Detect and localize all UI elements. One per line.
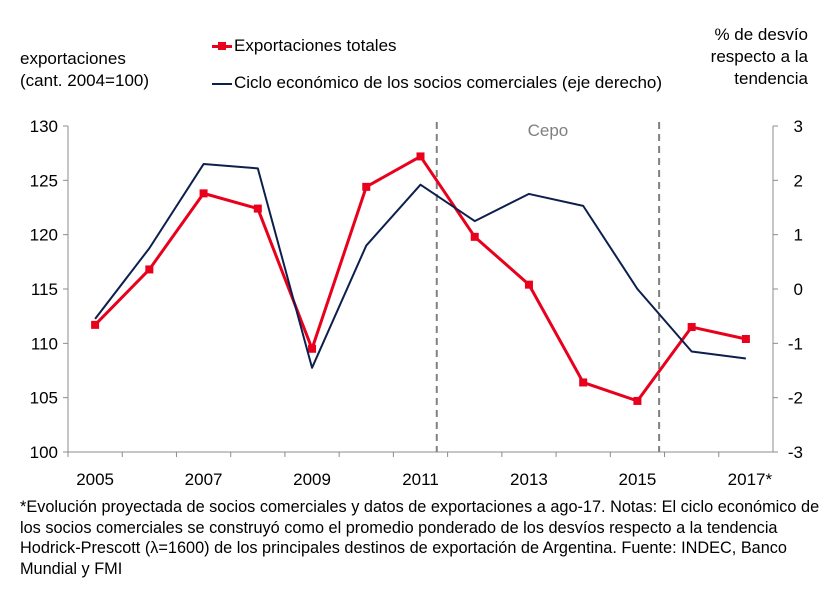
- y-right-tick-label: -3: [788, 443, 803, 462]
- y-left-tick-label: 115: [31, 280, 58, 299]
- legend-swatch-cycle: [212, 72, 232, 94]
- y-right-tick-label: -1: [788, 334, 803, 353]
- exports-data-point: [416, 152, 425, 161]
- annotation-layer: Cepo: [435, 121, 661, 452]
- left-axis-title: exportaciones (cant. 2004=100): [20, 48, 149, 92]
- x-tick-label: 2017*: [728, 470, 773, 489]
- exports-data-point: [524, 280, 533, 289]
- right-axis-title-line-1: % de desvío: [714, 25, 808, 44]
- y-right-tick-label: 0: [794, 280, 803, 299]
- left-axis-title-line-2: (cant. 2004=100): [20, 71, 150, 90]
- right-axis-title-line-3: tendencia: [734, 69, 808, 88]
- left-axis-title-line-1: exportaciones: [20, 49, 126, 68]
- period-label-cepo: Cepo: [528, 121, 569, 140]
- x-tick-label: 2015: [619, 470, 657, 489]
- exports-data-point: [145, 265, 154, 274]
- y-right-tick-label: 1: [794, 226, 803, 245]
- x-tick-label: 2009: [293, 470, 331, 489]
- legend-item-exports: Exportaciones totales: [212, 35, 397, 57]
- series-layer: [91, 152, 750, 405]
- legend-label-exports: Exportaciones totales: [234, 36, 397, 55]
- exports-data-point: [362, 182, 371, 191]
- ticks-layer: 100 105 110 115 120 125 130 -3 -2 -1 0 1 2 3 2005 2007 2…: [30, 117, 803, 489]
- y-left-tick-label: 110: [31, 334, 58, 353]
- y-left-tick-label: 125: [30, 171, 58, 190]
- chart-canvas: 100 105 110 115 120 125 130 -3 -2 -1 0 1 2 3 2005 2007 2…: [30, 117, 803, 489]
- y-left-tick-label: 100: [30, 443, 58, 462]
- cycle-series-line: [94, 163, 747, 369]
- exports-data-point: [199, 189, 208, 198]
- legend-item-cycle: Ciclo económico de los socios comerciale…: [212, 72, 662, 94]
- y-left-tick-label: 120: [30, 226, 58, 245]
- y-right-tick-label: -2: [788, 389, 803, 408]
- y-left-tick-label: 130: [30, 117, 58, 136]
- exports-data-point: [308, 344, 317, 353]
- exports-data-point: [470, 232, 479, 241]
- y-right-tick-label: 2: [794, 171, 803, 190]
- footnote: *Evolución proyectada de socios comercia…: [20, 498, 820, 578]
- exports-data-point: [741, 334, 750, 343]
- exports-data-point: [91, 320, 100, 329]
- exports-data-point: [687, 323, 696, 332]
- legend-label-cycle: Ciclo económico de los socios comerciale…: [234, 73, 663, 92]
- axes-layer: [67, 126, 774, 453]
- y-right-tick-label: 3: [794, 117, 803, 136]
- legend-swatch-exports: [212, 35, 232, 57]
- x-tick-label: 2013: [510, 470, 548, 489]
- y-left-tick-label: 105: [30, 389, 58, 408]
- exports-data-point: [253, 204, 262, 213]
- right-axis-title-line-2: respecto a la: [710, 47, 808, 66]
- x-tick-label: 2007: [185, 470, 223, 489]
- x-tick-label: 2011: [402, 470, 439, 489]
- exports-data-point: [633, 396, 642, 405]
- exports-data-point: [579, 378, 588, 387]
- right-axis-title: % de desvío respecto a la tendencia: [711, 24, 808, 90]
- exports-series-line: [94, 154, 747, 403]
- x-tick-label: 2005: [76, 470, 114, 489]
